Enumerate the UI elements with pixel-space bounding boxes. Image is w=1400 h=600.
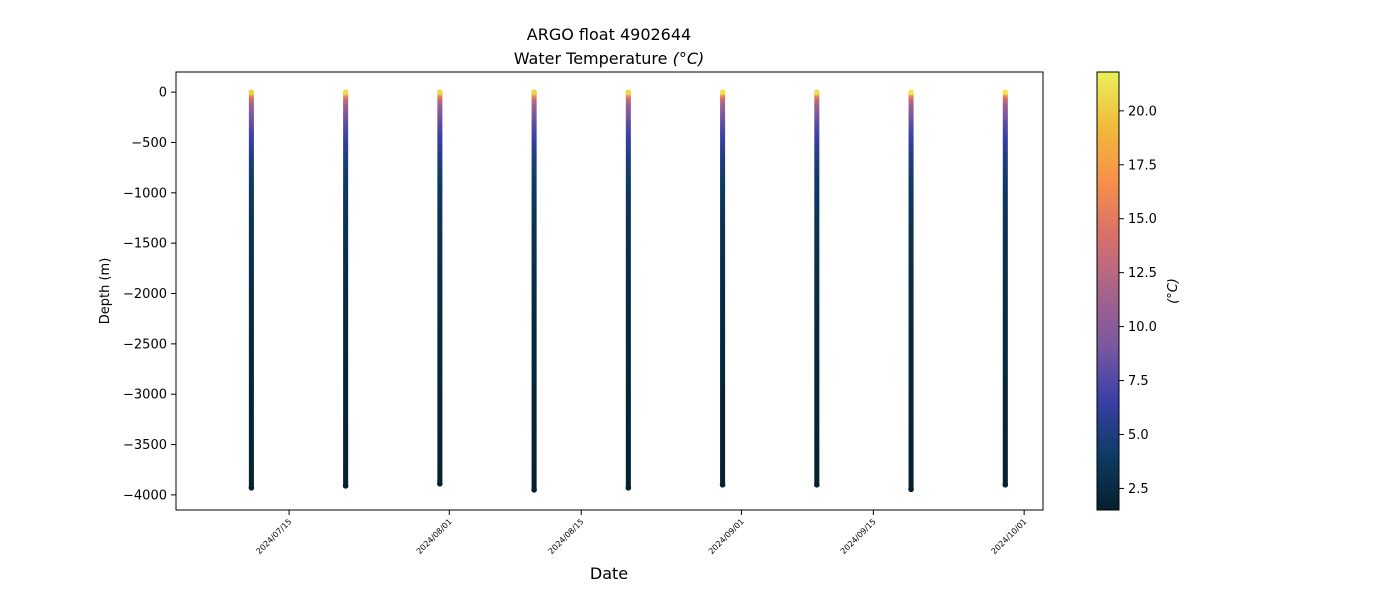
chart-subtitle-text: Water Temperature	[514, 49, 668, 68]
profile-7	[814, 89, 820, 488]
x-axis-label: Date	[590, 564, 628, 583]
profile-surface-point	[531, 89, 537, 95]
x-tick-label: 2024/09/01	[707, 517, 746, 556]
colorbar-tick-label: 12.5	[1128, 266, 1157, 281]
colorbar-tick-label: 15.0	[1128, 212, 1157, 227]
profile-bottom-point	[1002, 482, 1009, 488]
colorbar-tick-label: 7.5	[1128, 374, 1149, 389]
profile-surface-point	[342, 89, 349, 95]
profile-surface-point	[719, 89, 726, 95]
y-tick-label: −1000	[123, 186, 167, 201]
profile-bottom-point	[908, 486, 914, 493]
profile-4	[531, 89, 537, 493]
profile-3	[437, 89, 443, 487]
colorbar-axis: 2.5 5.0 7.5 10.0 12.5 15.0 17.5 20.0	[1119, 104, 1157, 497]
colorbar-tick-label: 20.0	[1128, 104, 1157, 119]
chart-title: ARGO float 4902644	[527, 25, 691, 44]
colorbar-tick-label: 17.5	[1128, 158, 1157, 173]
profile-9	[1002, 89, 1009, 488]
profile-surface-point	[1002, 89, 1009, 95]
x-tick-label: 2024/08/15	[547, 517, 586, 556]
profile-bottom-point	[531, 487, 537, 493]
profile-bottom-point	[437, 481, 443, 487]
colorbar-tick-label: 10.0	[1128, 320, 1157, 335]
profile-bottom-point	[248, 485, 255, 491]
profile-1	[248, 89, 255, 491]
profile-bottom-point	[342, 483, 349, 489]
plot-frame	[175, 71, 1044, 511]
profile-surface-point	[437, 89, 443, 95]
profile-6	[719, 89, 726, 488]
y-axis-label: Depth (m)	[98, 258, 113, 325]
y-tick-label: −3500	[123, 438, 167, 453]
y-axis: 0 −500 −1000 −1500 −2000 −2500 −3000 −3500 −4000	[123, 86, 176, 503]
profile-bottom-point	[625, 485, 632, 491]
x-tick-label: 2024/08/01	[415, 517, 454, 556]
chart-subtitle: Water Temperature (°C)	[514, 49, 704, 68]
profile-5	[625, 89, 632, 491]
y-tick-label: −500	[131, 136, 167, 151]
x-tick-label: 2024/10/01	[990, 517, 1029, 556]
x-tick-label: 2024/07/15	[255, 517, 294, 556]
colorbar-tick-label: 5.0	[1128, 428, 1149, 443]
y-tick-label: −3000	[123, 388, 167, 403]
y-tick-label: −4000	[123, 488, 167, 503]
x-tick-label: 2024/09/15	[839, 517, 878, 556]
profile-8	[908, 89, 914, 493]
y-tick-label: −2000	[123, 287, 167, 302]
y-tick-label: −1500	[123, 237, 167, 252]
plot-area	[248, 89, 1009, 493]
profile-bottom-point	[719, 482, 726, 488]
chart-subtitle-unit: (°C)	[673, 49, 705, 68]
x-axis: 2024/07/15 2024/08/01 2024/08/15 2024/09/01…	[255, 510, 1029, 556]
profile-bottom-point	[814, 482, 820, 488]
colorbar	[1096, 71, 1120, 511]
colorbar-tick-label: 2.5	[1128, 482, 1149, 497]
profile-2	[342, 89, 349, 489]
colorbar-label: (°C)	[1166, 278, 1181, 304]
profile-surface-point	[814, 89, 820, 95]
profile-surface-point	[248, 89, 255, 95]
y-tick-label: 0	[159, 86, 167, 101]
profile-surface-point	[625, 89, 632, 95]
y-tick-label: −2500	[123, 337, 167, 352]
profile-surface-point	[908, 89, 914, 95]
